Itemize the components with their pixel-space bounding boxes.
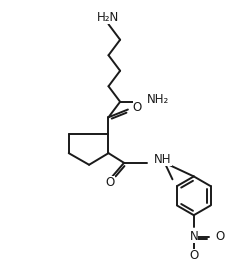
Text: NH₂: NH₂ <box>147 93 170 106</box>
Text: O: O <box>215 230 224 243</box>
Text: NH: NH <box>154 154 172 166</box>
Text: N: N <box>189 230 198 243</box>
Text: NH: NH <box>154 154 172 166</box>
Text: O: O <box>189 249 198 262</box>
Text: O: O <box>106 176 115 189</box>
Text: O: O <box>133 101 142 114</box>
Text: H₂N: H₂N <box>97 11 120 24</box>
